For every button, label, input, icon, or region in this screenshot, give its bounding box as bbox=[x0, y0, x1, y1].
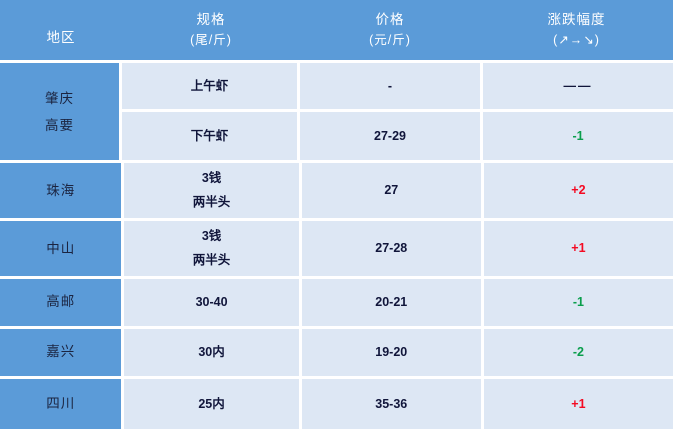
row-change-value: +1 bbox=[571, 396, 586, 411]
row-price-cell: 27 bbox=[301, 163, 481, 218]
row-price-value: - bbox=[387, 78, 393, 93]
row-spec-label: 25内 bbox=[198, 396, 225, 411]
column-header-price: 价格 (元/斤) bbox=[300, 0, 480, 60]
row-region-cell: 珠海 bbox=[0, 163, 122, 218]
row-region-label: 珠海 bbox=[46, 182, 76, 198]
row-price-value: 27 bbox=[384, 182, 399, 197]
row-price-cell: 27-28 bbox=[301, 221, 481, 276]
table-row: 珠海 3钱 两半头 27 +2 bbox=[0, 160, 673, 218]
row-change-value: +1 bbox=[571, 240, 586, 255]
table-subrow: 上午虾 - —— bbox=[122, 63, 673, 112]
row-change-cell: +1 bbox=[483, 379, 673, 429]
row-price-cell: - bbox=[300, 63, 480, 109]
row-region-label: 肇庆 bbox=[45, 90, 74, 106]
row-spec-cell: 下午虾 bbox=[122, 111, 297, 160]
row-price-cell: 35-36 bbox=[301, 379, 481, 429]
row-change-value: +2 bbox=[571, 182, 586, 197]
row-change-cell: -2 bbox=[483, 329, 673, 376]
row-change-cell: +1 bbox=[483, 221, 673, 276]
row-change-value: -1 bbox=[572, 128, 584, 143]
row-subrow-group: 上午虾 - —— 下午虾 27-29 bbox=[122, 63, 673, 160]
row-change-cell: -1 bbox=[483, 279, 673, 326]
row-region-cell: 高邮 bbox=[0, 279, 122, 326]
row-spec-label: 30内 bbox=[198, 345, 225, 360]
table-row: 肇庆 高要 上午虾 - —— 下午虾 bbox=[0, 60, 673, 160]
row-spec-label: 下午虾 bbox=[190, 128, 229, 143]
column-header-change-unit: (↗→↘) bbox=[553, 32, 600, 47]
row-region-cell: 嘉兴 bbox=[0, 329, 122, 376]
row-price-value: 20-21 bbox=[375, 295, 408, 310]
table-row: 中山 3钱 两半头 27-28 +1 bbox=[0, 218, 673, 276]
row-change-value: —— bbox=[563, 78, 593, 93]
row-change-cell: -1 bbox=[483, 111, 673, 160]
row-region-label: 嘉兴 bbox=[46, 344, 76, 360]
row-region-label-2: 高要 bbox=[45, 117, 74, 133]
row-region-cell: 中山 bbox=[0, 221, 122, 276]
row-region-cell: 肇庆 高要 bbox=[0, 63, 119, 160]
row-region-cell: 四川 bbox=[0, 379, 122, 429]
row-price-value: 35-36 bbox=[375, 396, 408, 411]
column-header-region: 地区 bbox=[0, 0, 122, 60]
row-spec-cell: 上午虾 bbox=[122, 63, 297, 109]
row-spec-cell: 3钱 两半头 bbox=[124, 163, 299, 218]
column-header-region-label: 地区 bbox=[46, 29, 76, 45]
row-spec-cell: 25内 bbox=[124, 379, 299, 429]
row-spec-label: 上午虾 bbox=[190, 78, 229, 93]
row-region-label: 中山 bbox=[46, 240, 76, 256]
table-row: 高邮 30-40 20-21 -1 bbox=[0, 276, 673, 326]
row-price-cell: 20-21 bbox=[301, 279, 481, 326]
row-change-value: -1 bbox=[572, 295, 584, 310]
row-price-value: 27-29 bbox=[374, 128, 406, 143]
column-header-spec-label: 规格 bbox=[196, 11, 226, 27]
table-row: 四川 25内 35-36 +1 bbox=[0, 376, 673, 429]
row-price-cell: 27-29 bbox=[300, 111, 480, 160]
row-spec-label: 3钱 bbox=[201, 170, 222, 185]
column-header-price-unit: (元/斤) bbox=[369, 32, 411, 47]
column-header-change-label: 涨跌幅度 bbox=[547, 11, 606, 27]
row-spec-label: 3钱 bbox=[201, 228, 222, 243]
table-row: 嘉兴 30内 19-20 -2 bbox=[0, 326, 673, 376]
row-change-cell: +2 bbox=[483, 163, 673, 218]
table-header-row: 地区 规格 (尾/斤) 价格 (元/斤) 涨跌幅度 (↗→↘) bbox=[0, 0, 673, 60]
table-subrow: 下午虾 27-29 -1 bbox=[122, 111, 673, 160]
column-header-price-label: 价格 bbox=[375, 11, 405, 27]
row-change-cell: —— bbox=[483, 63, 673, 109]
row-spec-label-2: 两半头 bbox=[192, 252, 231, 267]
row-spec-label-2: 两半头 bbox=[192, 194, 231, 209]
table-body: 肇庆 高要 上午虾 - —— 下午虾 bbox=[0, 60, 673, 432]
row-price-value: 27-28 bbox=[375, 240, 408, 255]
row-spec-cell: 30内 bbox=[124, 329, 299, 376]
row-spec-cell: 3钱 两半头 bbox=[124, 221, 299, 276]
row-region-label: 高邮 bbox=[46, 294, 76, 310]
column-header-change: 涨跌幅度 (↗→↘) bbox=[480, 0, 673, 60]
row-spec-cell: 30-40 bbox=[124, 279, 299, 326]
row-price-value: 19-20 bbox=[375, 345, 408, 360]
row-spec-label: 30-40 bbox=[195, 295, 228, 310]
column-header-spec-unit: (尾/斤) bbox=[190, 32, 232, 47]
row-region-label: 四川 bbox=[46, 395, 76, 411]
row-price-cell: 19-20 bbox=[301, 329, 481, 376]
column-header-spec: 规格 (尾/斤) bbox=[122, 0, 300, 60]
row-change-value: -2 bbox=[572, 345, 584, 360]
